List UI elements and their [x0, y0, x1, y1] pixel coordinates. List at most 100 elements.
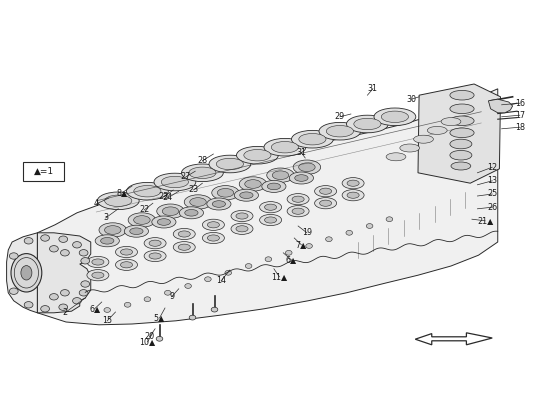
- Ellipse shape: [287, 194, 309, 205]
- Text: 22: 22: [139, 206, 149, 214]
- Ellipse shape: [450, 128, 474, 138]
- Ellipse shape: [450, 104, 474, 114]
- Text: 6▲: 6▲: [89, 304, 100, 313]
- Ellipse shape: [260, 214, 282, 226]
- Text: 27: 27: [181, 172, 191, 181]
- Ellipse shape: [231, 223, 253, 234]
- Circle shape: [41, 235, 50, 241]
- Ellipse shape: [354, 118, 381, 130]
- Ellipse shape: [287, 206, 309, 217]
- Circle shape: [211, 307, 218, 312]
- Circle shape: [9, 288, 18, 294]
- Ellipse shape: [299, 163, 315, 172]
- Text: 15: 15: [102, 316, 112, 325]
- Ellipse shape: [207, 222, 219, 228]
- Ellipse shape: [11, 254, 42, 292]
- Ellipse shape: [450, 150, 472, 160]
- Circle shape: [59, 236, 68, 242]
- Circle shape: [59, 304, 68, 310]
- Ellipse shape: [104, 226, 121, 234]
- Circle shape: [285, 250, 292, 255]
- Circle shape: [79, 290, 88, 296]
- Text: 18: 18: [515, 123, 525, 132]
- Ellipse shape: [190, 198, 206, 206]
- Ellipse shape: [134, 216, 150, 224]
- Circle shape: [41, 306, 50, 312]
- Ellipse shape: [216, 158, 244, 170]
- Circle shape: [366, 224, 373, 228]
- Ellipse shape: [173, 228, 195, 240]
- Ellipse shape: [182, 164, 223, 182]
- Circle shape: [185, 284, 191, 288]
- Ellipse shape: [267, 168, 294, 182]
- Ellipse shape: [441, 118, 461, 126]
- Circle shape: [79, 250, 88, 256]
- Circle shape: [346, 230, 353, 235]
- Circle shape: [24, 238, 33, 244]
- Ellipse shape: [97, 192, 139, 210]
- Ellipse shape: [450, 90, 474, 100]
- Text: 24: 24: [163, 194, 173, 202]
- Text: 23: 23: [159, 192, 169, 201]
- Ellipse shape: [292, 130, 333, 148]
- Ellipse shape: [126, 182, 168, 200]
- Polygon shape: [37, 233, 91, 313]
- Circle shape: [156, 336, 163, 341]
- Text: 12: 12: [487, 163, 497, 172]
- Ellipse shape: [427, 126, 447, 134]
- Text: 26: 26: [487, 203, 497, 212]
- Ellipse shape: [234, 189, 258, 201]
- Text: 9: 9: [169, 292, 174, 301]
- Ellipse shape: [271, 142, 299, 153]
- Ellipse shape: [178, 231, 190, 237]
- Ellipse shape: [207, 198, 231, 210]
- Text: 6▲: 6▲: [286, 256, 297, 264]
- Ellipse shape: [104, 195, 132, 206]
- Text: 31: 31: [296, 148, 306, 157]
- Text: 19: 19: [302, 228, 312, 237]
- Ellipse shape: [244, 150, 271, 161]
- Text: 20: 20: [145, 332, 155, 341]
- Ellipse shape: [189, 167, 216, 178]
- Ellipse shape: [347, 180, 359, 186]
- Ellipse shape: [95, 235, 119, 247]
- Ellipse shape: [236, 226, 248, 232]
- Ellipse shape: [116, 259, 138, 270]
- Ellipse shape: [346, 115, 388, 133]
- Circle shape: [386, 217, 393, 222]
- Text: 21▲: 21▲: [477, 216, 493, 225]
- Ellipse shape: [207, 235, 219, 241]
- Text: 25: 25: [487, 190, 497, 198]
- Ellipse shape: [386, 153, 406, 161]
- Text: 5▲: 5▲: [154, 314, 165, 322]
- Ellipse shape: [173, 242, 195, 253]
- Ellipse shape: [116, 246, 138, 258]
- Ellipse shape: [231, 210, 253, 222]
- Ellipse shape: [240, 192, 253, 198]
- Circle shape: [225, 270, 232, 275]
- Ellipse shape: [134, 186, 161, 197]
- Circle shape: [104, 308, 111, 312]
- Text: 2: 2: [62, 308, 68, 317]
- Ellipse shape: [320, 188, 332, 194]
- Ellipse shape: [209, 155, 251, 173]
- Ellipse shape: [289, 172, 314, 184]
- Circle shape: [124, 302, 131, 307]
- Ellipse shape: [212, 186, 239, 200]
- Ellipse shape: [236, 213, 248, 219]
- Text: 31: 31: [368, 84, 378, 93]
- Text: 28: 28: [197, 156, 207, 165]
- Ellipse shape: [92, 259, 104, 265]
- Ellipse shape: [144, 250, 166, 262]
- Ellipse shape: [414, 135, 433, 143]
- Ellipse shape: [154, 173, 196, 191]
- Ellipse shape: [267, 183, 280, 190]
- Ellipse shape: [299, 134, 326, 145]
- Ellipse shape: [212, 201, 226, 207]
- Ellipse shape: [245, 180, 261, 188]
- Ellipse shape: [292, 208, 304, 214]
- Text: 30: 30: [406, 95, 416, 104]
- Ellipse shape: [265, 204, 277, 210]
- Ellipse shape: [120, 249, 133, 255]
- Ellipse shape: [87, 270, 109, 281]
